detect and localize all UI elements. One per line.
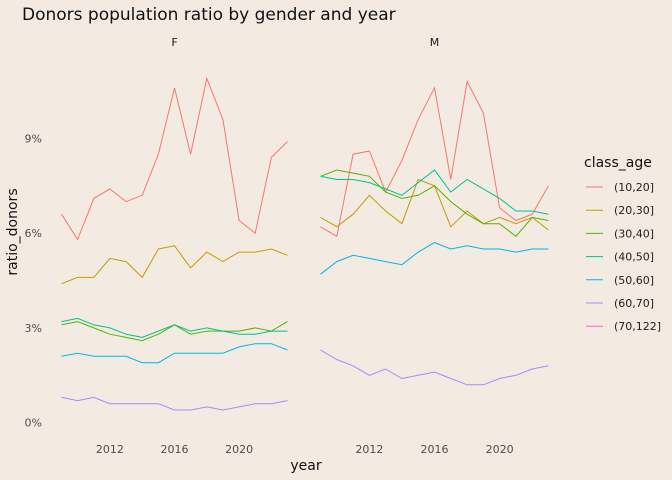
- x-tick-label: 2016: [161, 443, 189, 456]
- x-tick-label: 2012: [96, 443, 124, 456]
- y-tick-label: 6%: [25, 227, 42, 240]
- legend: class_age (10,20] (20,30] (30,40] (40,50] (5…: [584, 155, 661, 333]
- series-line-f: [61, 76, 288, 241]
- series-line-m: [320, 242, 549, 275]
- series-lines: [61, 76, 549, 411]
- series-line-m: [320, 169, 549, 237]
- y-tick-label: 9%: [25, 132, 42, 145]
- legend-items: (10,20] (20,30] (30,40] (40,50] (50,60] (60,7…: [586, 181, 661, 333]
- series-line-f: [61, 343, 288, 364]
- y-tick-label: 0%: [25, 417, 42, 430]
- legend-label: (60,70]: [614, 297, 654, 310]
- x-axis-ticks: 2012 2016 2020 2012 2016 2020: [96, 443, 514, 456]
- legend-label: (10,20]: [614, 181, 654, 194]
- y-axis-title: ratio_donors: [5, 188, 21, 275]
- series-line-m: [320, 349, 549, 386]
- legend-label: (20,30]: [614, 204, 654, 217]
- x-tick-label: 2020: [225, 443, 253, 456]
- legend-label: (50,60]: [614, 274, 654, 287]
- x-axis-title: year: [290, 458, 321, 474]
- series-line-f: [61, 245, 288, 285]
- facet-label-m: M: [430, 36, 440, 49]
- series-line-f: [61, 396, 288, 411]
- y-tick-label: 3%: [25, 322, 42, 335]
- x-tick-label: 2020: [486, 443, 514, 456]
- x-tick-label: 2012: [355, 443, 383, 456]
- y-axis-ticks: 0% 3% 6% 9%: [25, 132, 42, 429]
- legend-label: (40,50]: [614, 251, 654, 264]
- chart-title: Donors population ratio by gender and ye…: [22, 5, 396, 25]
- x-tick-label: 2016: [421, 443, 449, 456]
- series-line-m: [320, 79, 549, 238]
- legend-title: class_age: [584, 155, 652, 171]
- series-line-f: [61, 317, 288, 338]
- series-line-m: [320, 169, 549, 215]
- facet-label-f: F: [171, 36, 177, 49]
- legend-label: (70,122]: [614, 320, 661, 333]
- legend-label: (30,40]: [614, 227, 654, 240]
